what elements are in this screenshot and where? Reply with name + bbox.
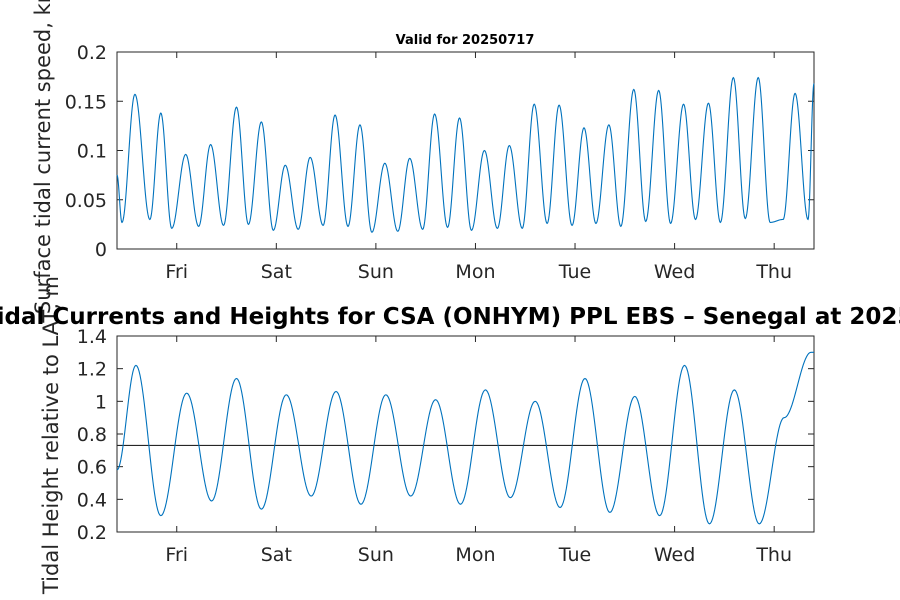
height-ytick-label: 0.4 <box>77 489 107 511</box>
current-speed-ylabel: Surface tidal current speed, kn <box>31 0 55 314</box>
current-series-line <box>116 76 815 233</box>
current-xtick-label: Fri <box>165 261 188 283</box>
height-xtick-label: Sat <box>261 544 292 566</box>
height-ytick-label: 1.4 <box>77 326 107 348</box>
current-xtick-label: Thu <box>755 261 792 283</box>
current-ytick-label: 0.1 <box>77 141 107 163</box>
tidal-height-plot-area: 0.2 0.4 0.6 0.8 1 1.2 1.4 Fri Sat Sun Mon Tue Wed Thu <box>77 326 815 566</box>
height-ytick-label: 0.2 <box>77 522 107 544</box>
tidal-height-ylabel: Tidal Height relative to LAT, m <box>39 276 63 595</box>
height-series-line <box>116 351 814 525</box>
current-ytick-label: 0.2 <box>77 42 107 64</box>
current-xtick-label: Sun <box>358 261 394 283</box>
current-xtick-label: Tue <box>558 261 591 283</box>
current-xtick-label: Wed <box>654 261 695 283</box>
tidal-height-panel: 0.2 0.4 0.6 0.8 1 1.2 1.4 Fri Sat Sun Mon Tue Wed Thu… <box>39 276 815 595</box>
current-ytick-label: 0.05 <box>65 190 107 212</box>
height-xtick-label: Sun <box>358 544 394 566</box>
current-speed-plot-area: 0 0.05 0.1 0.15 0.2 Fri Sat Sun Mon Tue Wed Thu <box>65 42 815 283</box>
current-xtick-label: Mon <box>455 261 495 283</box>
height-xtick-label: Tue <box>558 544 591 566</box>
current-ytick-label: 0.15 <box>65 91 107 113</box>
current-speed-panel: Valid for 20250717 0 0.05 0.1 0.15 0.2 Fri Sat… <box>31 0 815 314</box>
height-xtick-label: Mon <box>455 544 495 566</box>
height-axes-frame <box>116 335 815 533</box>
current-axes-frame <box>116 51 815 250</box>
height-xtick-label: Thu <box>755 544 792 566</box>
height-ytick-label: 1.2 <box>77 359 107 381</box>
current-xtick-label: Sat <box>261 261 292 283</box>
current-panel-title: Valid for 20250717 <box>396 33 535 48</box>
current-ytick-label: 0 <box>95 239 107 261</box>
height-ytick-label: 0.6 <box>77 457 107 479</box>
height-ytick-label: 0.8 <box>77 424 107 446</box>
height-xtick-label: Fri <box>165 544 188 566</box>
height-xtick-label: Wed <box>654 544 695 566</box>
main-figure-title: idal Currents and Heights for CSA (ONHYM… <box>0 304 900 330</box>
height-ytick-label: 1 <box>95 391 107 413</box>
